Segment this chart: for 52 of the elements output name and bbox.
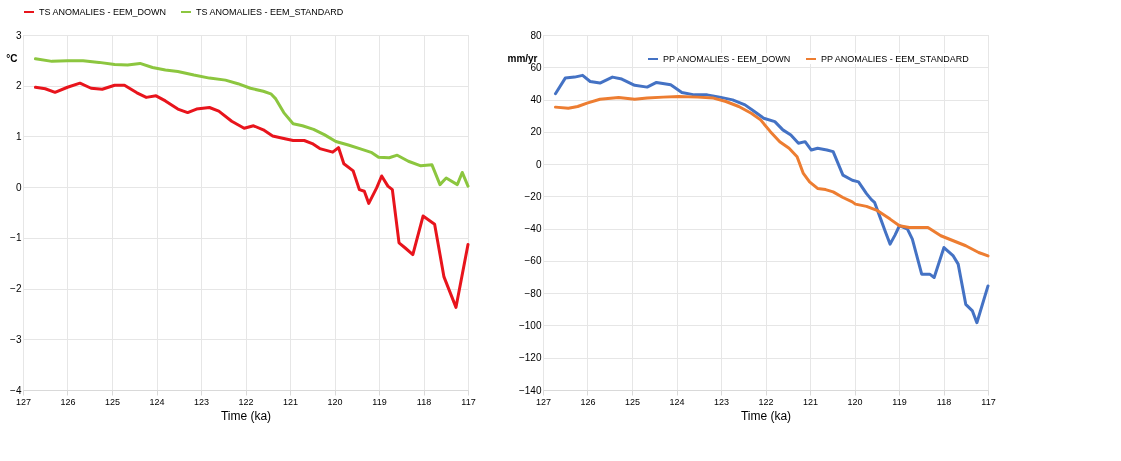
y-tick-label: −100 bbox=[518, 319, 542, 331]
x-tick-label: 122 bbox=[758, 396, 774, 407]
x-tick-label: 126 bbox=[580, 396, 596, 407]
x-tick-label: 124 bbox=[149, 396, 165, 407]
line-series bbox=[553, 73, 990, 325]
x-tick-label: 125 bbox=[624, 396, 641, 407]
x-tick-label: 121 bbox=[802, 396, 819, 407]
x-tick-label: 119 bbox=[892, 396, 907, 407]
y-tick-label: 0 bbox=[15, 181, 22, 193]
x-tick-label: 123 bbox=[193, 396, 210, 407]
x-tick-label: 127 bbox=[15, 396, 32, 407]
x-tick-label: 123 bbox=[713, 396, 730, 407]
x-tick-label: 120 bbox=[327, 396, 343, 407]
y-tick-label: −140 bbox=[518, 384, 542, 396]
x-tick-label: 118 bbox=[936, 396, 952, 407]
y-tick-label: 1 bbox=[15, 130, 22, 142]
x-tick-label: 124 bbox=[669, 396, 685, 407]
y-tick-label: 0 bbox=[535, 158, 542, 170]
y-tick-label: −120 bbox=[518, 352, 542, 364]
y-tick-label: −4 bbox=[10, 384, 22, 396]
legend-label: TS ANOMALIES - EEM_STANDARD bbox=[196, 7, 344, 17]
legend-label: PP ANOMALIES - EEM_DOWN bbox=[663, 54, 791, 64]
line-series bbox=[553, 94, 990, 258]
x-tick-label: 126 bbox=[60, 396, 76, 407]
x-tick-label: 125 bbox=[104, 396, 121, 407]
x-axis-title: Time (ka) bbox=[740, 408, 792, 423]
y-axis-title: °C bbox=[6, 52, 18, 64]
y-tick-label: −3 bbox=[10, 333, 22, 345]
y-tick-label: −1 bbox=[10, 232, 22, 244]
y-tick-label: −60 bbox=[524, 255, 542, 267]
x-axis-title: Time (ka) bbox=[220, 408, 272, 423]
x-tick-label: 117 bbox=[461, 396, 476, 407]
legend-label: PP ANOMALIES - EEM_STANDARD bbox=[821, 54, 970, 64]
x-tick-label: 117 bbox=[981, 396, 996, 407]
y-tick-label: −80 bbox=[524, 287, 542, 299]
y-tick-label: −20 bbox=[524, 190, 542, 202]
x-tick-label: 120 bbox=[847, 396, 863, 407]
y-tick-label: −40 bbox=[524, 223, 542, 235]
y-tick-label: −2 bbox=[10, 283, 22, 295]
y-tick-label: 2 bbox=[15, 80, 22, 92]
x-tick-label: 122 bbox=[238, 396, 254, 407]
x-tick-label: 118 bbox=[416, 396, 432, 407]
x-tick-label: 127 bbox=[535, 396, 552, 407]
y-tick-label: 3 bbox=[15, 29, 22, 41]
y-tick-label: 20 bbox=[530, 126, 542, 138]
x-tick-label: 119 bbox=[372, 396, 387, 407]
legend-label: TS ANOMALIES - EEM_DOWN bbox=[39, 7, 167, 17]
line-series bbox=[33, 81, 470, 309]
y-tick-label: 80 bbox=[530, 29, 542, 41]
x-tick-label: 121 bbox=[282, 396, 299, 407]
line-series bbox=[33, 57, 470, 188]
y-tick-label: 40 bbox=[530, 94, 542, 106]
